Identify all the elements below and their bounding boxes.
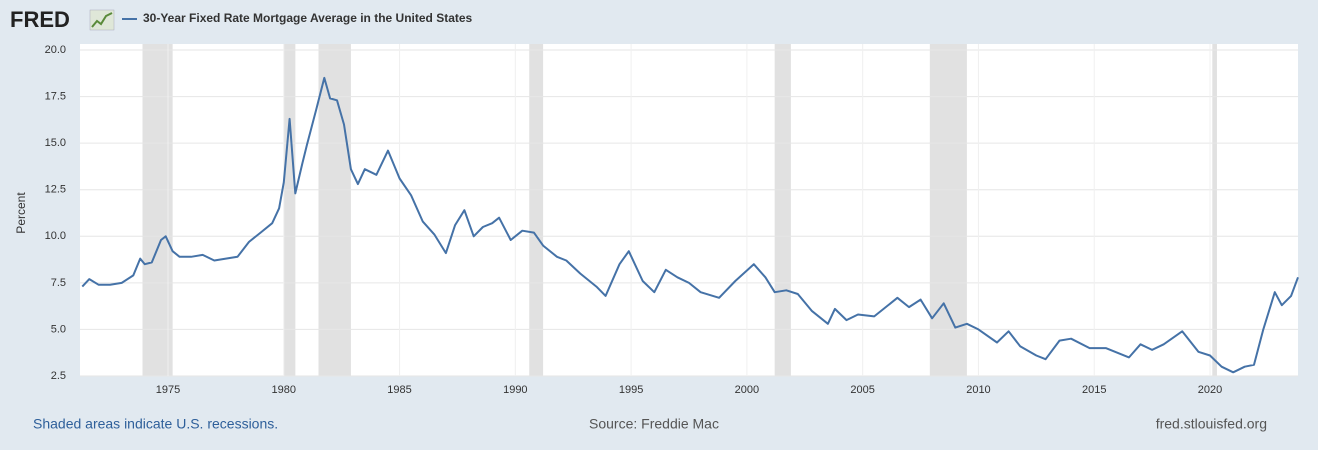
y-tick-label: 5.0 [51, 323, 66, 335]
y-tick-label: 10.0 [45, 230, 66, 242]
y-tick-label: 15.0 [45, 137, 66, 149]
site: fred.stlouisfed.org [1156, 416, 1267, 432]
recession-band [1212, 44, 1217, 376]
recession-band [929, 44, 967, 376]
y-tick-label: 2.5 [51, 370, 66, 382]
y-axis-label: Percent [14, 192, 28, 234]
x-tick-label: 2000 [735, 384, 759, 396]
x-tick-label: 1980 [272, 384, 296, 396]
x-tick-label: 2020 [1198, 384, 1222, 396]
source: Source: Freddie Mac [589, 416, 719, 432]
recession-note[interactable]: Shaded areas indicate U.S. recessions. [33, 416, 278, 432]
series-line [81, 76, 1299, 374]
y-tick-label: 17.5 [45, 90, 66, 102]
logo-icon [89, 9, 115, 31]
x-tick-label: 2005 [850, 384, 874, 396]
x-tick-label: 1985 [387, 384, 411, 396]
x-tick-label: 1975 [156, 384, 180, 396]
x-tick-label: 2015 [1082, 384, 1106, 396]
recession-band [529, 44, 544, 376]
recession-band [283, 44, 296, 376]
plot: 2.5 5.0 7.5 10.0 12.5 15.0 17.5 20.0 1975 1980 198… [45, 44, 1299, 396]
recession-band [318, 44, 351, 376]
legend-label: 30-Year Fixed Rate Mortgage Average in t… [143, 11, 473, 25]
plot-area [80, 44, 1298, 376]
brand-logo[interactable]: FRED [10, 7, 70, 32]
x-tick-label: 1990 [503, 384, 527, 396]
y-tick-label: 20.0 [45, 44, 66, 56]
recession-band [774, 44, 791, 376]
x-tick-label: 1995 [619, 384, 643, 396]
x-tick-label: 2010 [966, 384, 990, 396]
y-tick-label: 12.5 [45, 184, 66, 196]
y-tick-label: 7.5 [51, 277, 66, 289]
